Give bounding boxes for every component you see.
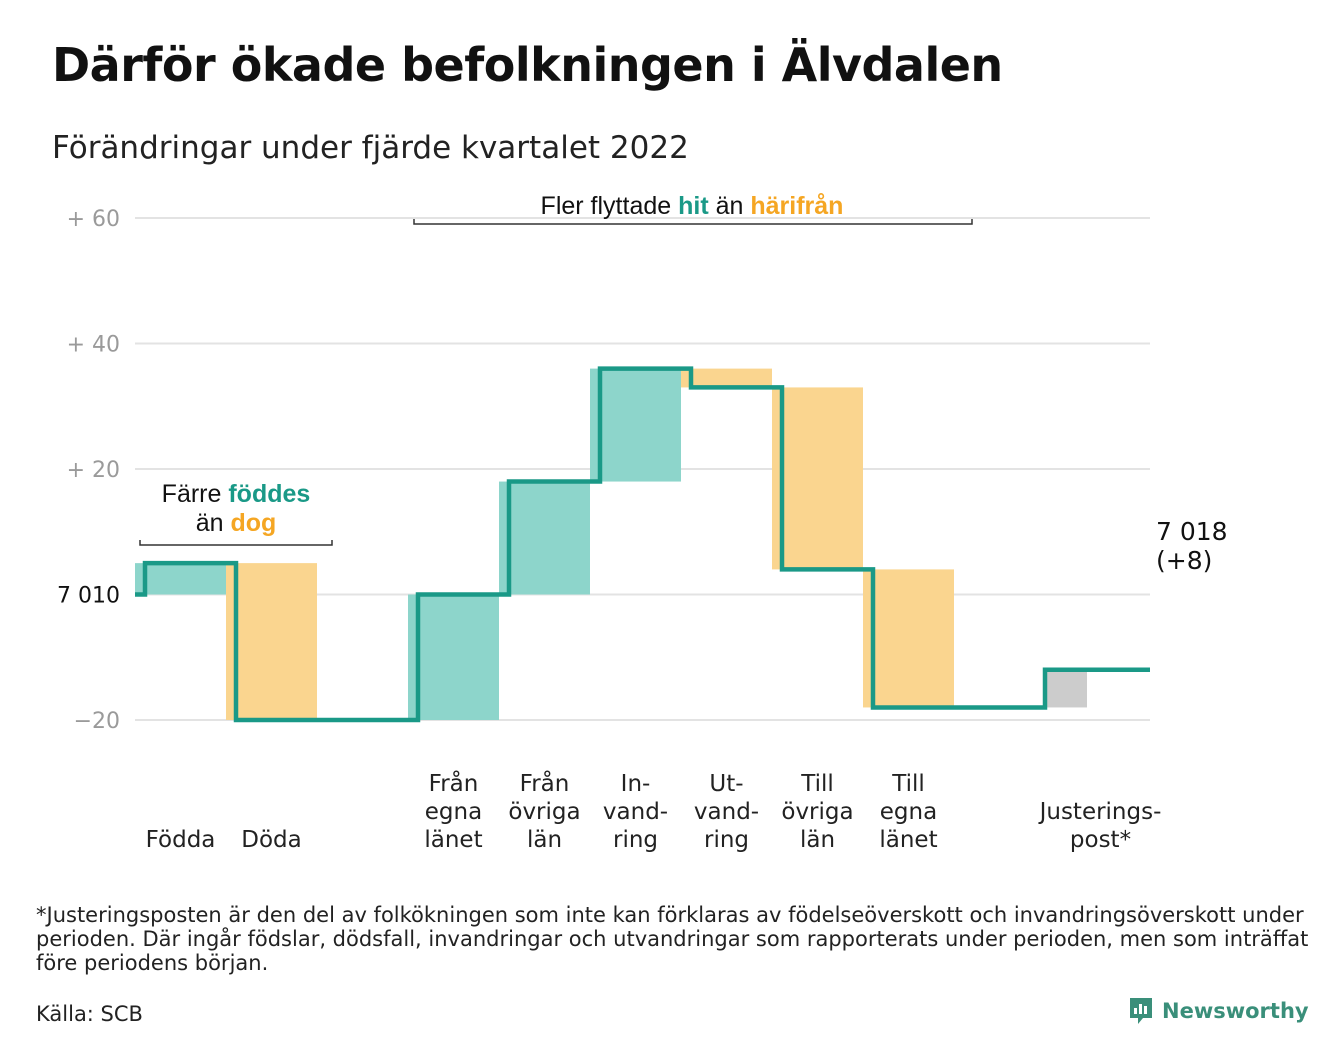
category-label: Till (800, 771, 834, 797)
bar-in-vandring (590, 368, 681, 482)
annotation-segment: härifrån (750, 192, 843, 220)
category-label: Justerings- (1038, 799, 1162, 825)
annotation-bracket-births (139, 540, 333, 546)
category-label: ring (704, 827, 749, 853)
category-label: Döda (241, 827, 301, 853)
category-label: vand- (603, 799, 668, 825)
chart-title: Därför ökade befolkningen i Älvdalen (52, 38, 1003, 92)
bar-födda (135, 563, 226, 595)
brand-name: Newsworthy (1162, 999, 1309, 1023)
bar-justeringspost (1045, 669, 1087, 708)
y-tick-label: + 40 (67, 333, 120, 358)
y-tick-label: −20 (74, 709, 120, 734)
annotation-segment: föddes (228, 480, 310, 508)
y-tick-label: 7 010 (57, 584, 120, 609)
bar-från-övriga-län (499, 481, 590, 595)
bar-till-egna-länet (863, 569, 954, 708)
bar-ut-vandring (681, 368, 772, 388)
bar-döda (226, 563, 317, 720)
annotation-migration: Fler flyttade hit än härifrån (541, 192, 844, 220)
annotation-segment: hit (678, 192, 709, 220)
category-label: Från (520, 769, 570, 797)
category-label: län (527, 827, 562, 853)
category-label: egna (880, 799, 937, 825)
bar-chart-bubble-icon (1130, 998, 1152, 1024)
annotation-segment: Fler flyttade (541, 192, 679, 220)
footnote: *Justeringsposten är den del av folkökni… (36, 903, 1309, 975)
end-value-label: 7 018 (1156, 517, 1228, 546)
annotation-segment: dog (230, 509, 276, 537)
category-label: Ut- (709, 771, 743, 797)
annotation-births-line2: än dog (196, 509, 277, 537)
annotation-births-line1: Färre föddes (162, 480, 311, 508)
category-label: länet (879, 827, 937, 853)
brand-logo[interactable]: Newsworthy (1128, 996, 1309, 1026)
annotation-segment: än (196, 509, 231, 537)
category-label: vand- (694, 799, 759, 825)
category-label: In- (621, 771, 651, 797)
annotation-segment: än (709, 192, 751, 220)
category-label: länet (424, 827, 482, 853)
category-label: ring (613, 827, 658, 853)
y-tick-label: + 20 (67, 458, 120, 483)
source-text: Källa: SCB (36, 1002, 143, 1026)
category-label: övriga (781, 799, 853, 825)
chart-subtitle: Förändringar under fjärde kvartalet 2022 (52, 130, 689, 166)
annotation-bracket-migration (413, 219, 973, 225)
category-label: Till (891, 771, 925, 797)
end-value-label: (+8) (1156, 546, 1212, 575)
annotation-segment: Färre (162, 480, 229, 508)
y-tick-label: + 60 (67, 207, 120, 232)
category-label: egna (425, 799, 482, 825)
cumulative-step-line (135, 366, 1150, 723)
category-label: Födda (146, 827, 216, 853)
category-label: län (800, 827, 835, 853)
category-label: övriga (508, 799, 580, 825)
bar-till-övriga-län (772, 387, 863, 570)
category-label: Från (429, 769, 479, 797)
category-label: post* (1070, 827, 1131, 853)
bar-från-egna-länet (408, 594, 499, 720)
